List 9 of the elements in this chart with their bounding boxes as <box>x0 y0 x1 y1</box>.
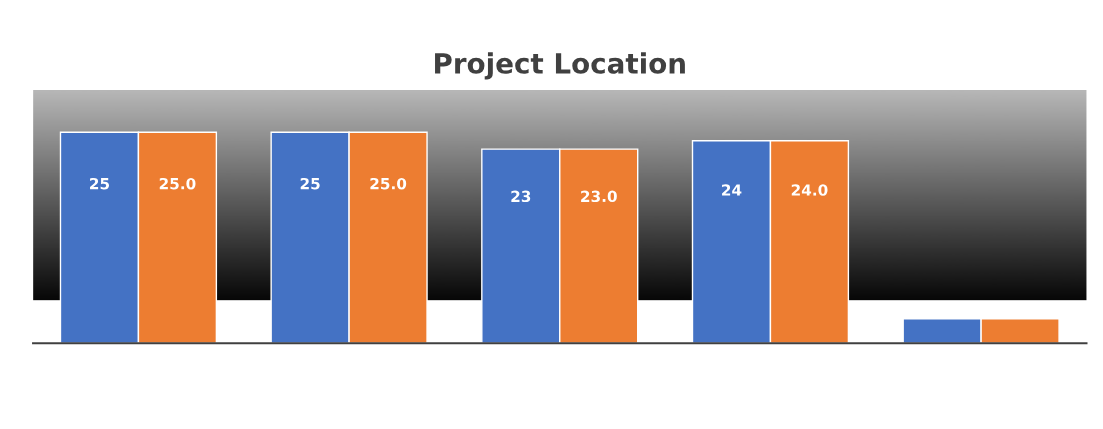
data-label: 23.0 <box>581 190 617 203</box>
data-label: 23 <box>511 190 531 203</box>
data-label: 25 <box>90 177 110 190</box>
data-label: 25.0 <box>370 177 407 190</box>
data-label: 24 <box>722 184 742 196</box>
data-label: 25.0 <box>159 177 196 190</box>
data-label: 24.0 <box>791 184 828 196</box>
data-label: 25 <box>300 177 320 190</box>
chart-title: Project Location <box>435 52 685 80</box>
